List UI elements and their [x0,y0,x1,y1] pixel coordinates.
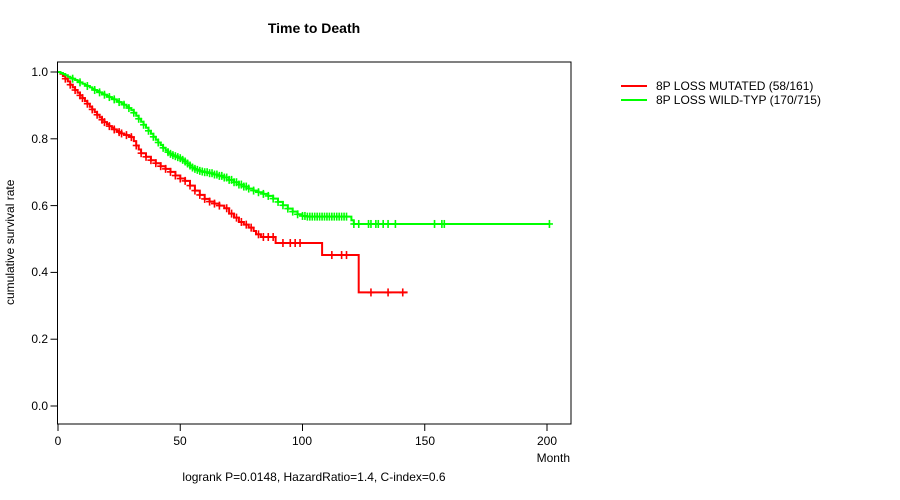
legend-item-mutated: 8P LOSS MUTATED (58/161) [621,79,821,93]
x-tick-label: 50 [173,434,187,448]
x-tick-label: 0 [54,434,62,448]
x-tick-label: 100 [291,434,313,448]
legend-line-swatch-red [621,85,647,87]
legend: 8P LOSS MUTATED (58/161) 8P LOSS WILD-TY… [621,79,821,107]
plot-border [57,61,572,425]
y-tick-label: 0.4 [31,265,48,279]
censor-marks-wildtype [69,74,553,228]
y-tick-label: 1.0 [31,65,48,79]
legend-label: 8P LOSS MUTATED (58/161) [656,79,814,93]
km-curve-wildtype [58,71,550,225]
y-tick-label: 0.8 [31,132,48,146]
y-axis-title: cumulative survival rate [3,179,17,305]
x-tick-label: 150 [414,434,436,448]
x-tick-label: 200 [536,434,558,448]
y-tick-label: 0.6 [31,199,48,213]
y-axis-ticks [50,71,58,407]
x-axis-ticks [57,424,548,431]
censor-marks-mutated [61,74,407,297]
y-tick-label: 0.2 [31,332,48,346]
y-tick-label: 0.0 [31,399,48,413]
statistics-caption: logrank P=0.0148, HazardRatio=1.4, C-ind… [182,470,446,484]
legend-line-swatch-green [621,99,647,101]
x-axis-title: Month [536,451,570,465]
chart-title: Time to Death [267,20,361,36]
legend-label: 8P LOSS WILD-TYP (170/715) [656,93,821,107]
legend-item-wildtype: 8P LOSS WILD-TYP (170/715) [621,93,821,107]
